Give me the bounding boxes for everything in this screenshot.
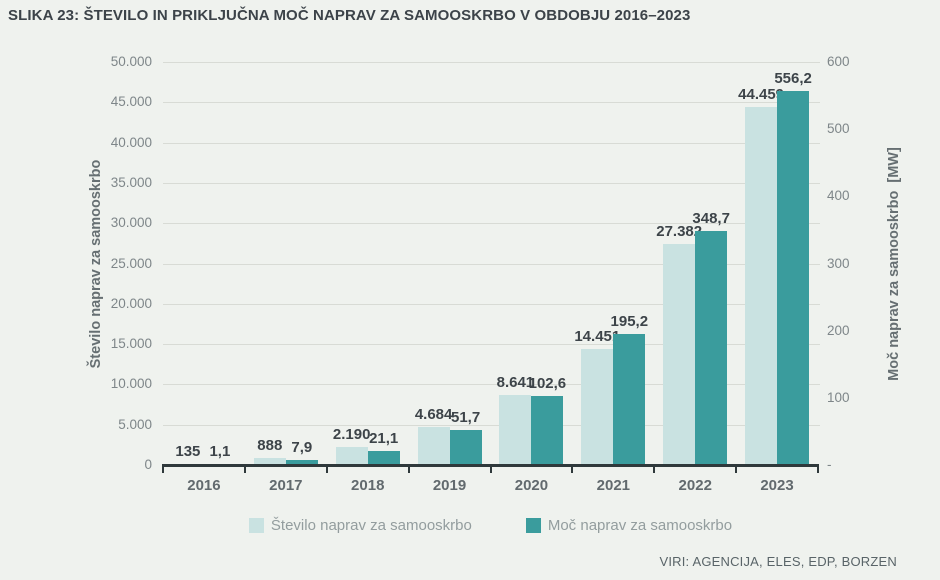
legend-label-power: Moč naprav za samooskrbo [547,517,733,534]
x-axis-year-label: 2018 [351,477,385,494]
y-axis-left-tick-label: 40.000 [110,134,152,150]
bar-count-value-label: 4.684 [414,406,453,424]
y-axis-right-tick-label: 100 [827,389,850,405]
x-axis-tick [653,464,656,473]
bar-count-value-label: 8.641 [496,374,535,392]
y-axis-left-tick-label: 45.000 [110,94,152,110]
gridline [163,263,820,265]
x-axis-year-label: 2023 [760,477,794,494]
x-axis-tick [489,464,492,473]
gridline [163,384,820,386]
bar-power-value-label: 102,6 [528,375,567,393]
x-axis-tick [571,464,574,473]
bar-power-value-label: 195,2 [610,312,649,330]
bar-power [367,450,400,465]
x-axis-tick [407,464,410,473]
bar-power [695,230,728,465]
gridline [163,182,820,184]
x-axis-tick [162,464,164,473]
y-axis-left-tick-label: 25.000 [110,255,152,271]
y-axis-left-tick-label: 15.000 [110,336,152,352]
bar-count-value-label: 27.382 [656,223,703,241]
bar-power [449,430,482,465]
y-axis-left-tick-label: 0 [144,457,152,472]
legend-label-count: Število naprav za samooskrbo [270,517,472,534]
y-axis-right-tick-label: 600 [827,54,850,69]
right-axis-title: Moč naprav za samooskrbo [MW] [886,147,902,381]
gridline [163,303,820,305]
x-axis-tick [243,464,246,473]
gridline [163,142,820,144]
gridline [163,424,820,426]
legend-swatch-count-icon [248,518,264,533]
bar-power-value-label: 21,1 [369,429,399,447]
y-axis-left-tick-label: 5.000 [118,416,152,432]
y-axis-right-tick-label: 400 [827,188,850,204]
x-axis-tick [325,464,328,473]
y-axis-right-tick-label: 500 [827,121,850,137]
x-axis-year-label: 2019 [432,477,467,494]
legend-item-count: Število naprav za samooskrbo [248,517,472,534]
y-axis-left-tick-label: 30.000 [110,215,152,231]
x-axis-year-label: 2020 [514,477,549,494]
gridline [163,62,820,63]
bar-count-value-label: 135 [175,442,201,460]
gridline [163,102,820,104]
bar-count [499,395,532,465]
bar-count [745,106,778,465]
legend-swatch-power-icon [525,518,541,533]
bar-count-value-label: 888 [257,436,283,454]
bar-count-value-label: 44.459 [738,85,785,103]
y-axis-left-tick-label: 50.000 [110,54,152,69]
bar-power [777,91,810,465]
bar-power-value-label: 1,1 [209,443,231,461]
figure-title: SLIKA 23: ŠTEVILO IN PRIKLJUČNA MOČ NAPR… [8,7,691,24]
bar-power-value-label: 7,9 [291,438,313,456]
x-axis-tick [735,464,738,473]
bar-count [663,244,696,465]
bar-count [253,457,286,465]
source-text: VIRI: AGENCIJA, ELES, EDP, BORZEN [659,554,897,569]
bar-count [581,348,614,465]
x-axis-year-label: 2022 [678,477,712,494]
legend-item-power: Moč naprav za samooskrbo [525,517,733,534]
y-axis-right-tick-label: - [827,457,832,472]
x-axis-year-label: 2016 [187,477,221,494]
bar-power [531,396,564,465]
y-axis-right-tick-label: 300 [827,255,850,271]
x-axis-tick [817,464,819,473]
y-axis-right-tick-label: 200 [827,322,850,338]
bar-count-value-label: 2.190 [332,426,371,444]
y-axis-left-tick-label: 10.000 [110,376,152,392]
bar-power-value-label: 556,2 [774,70,812,88]
gridline [163,223,820,225]
y-axis-left-tick-label: 20.000 [110,295,152,311]
bar-count [417,427,450,465]
bar-count-value-label: 14.451 [574,327,621,345]
legend: Število naprav za samooskrbo Moč naprav … [163,517,818,534]
bar-power-value-label: 348,7 [692,209,730,227]
bar-power [285,459,318,465]
bar-power-value-label: 51,7 [450,409,481,427]
bar-count [335,447,368,465]
y-axis-left-tick-label: 35.000 [110,174,152,190]
x-axis-year-label: 2021 [596,477,631,494]
x-axis-year-label: 2017 [269,477,303,494]
bar-power [613,333,646,465]
gridline [163,344,820,346]
